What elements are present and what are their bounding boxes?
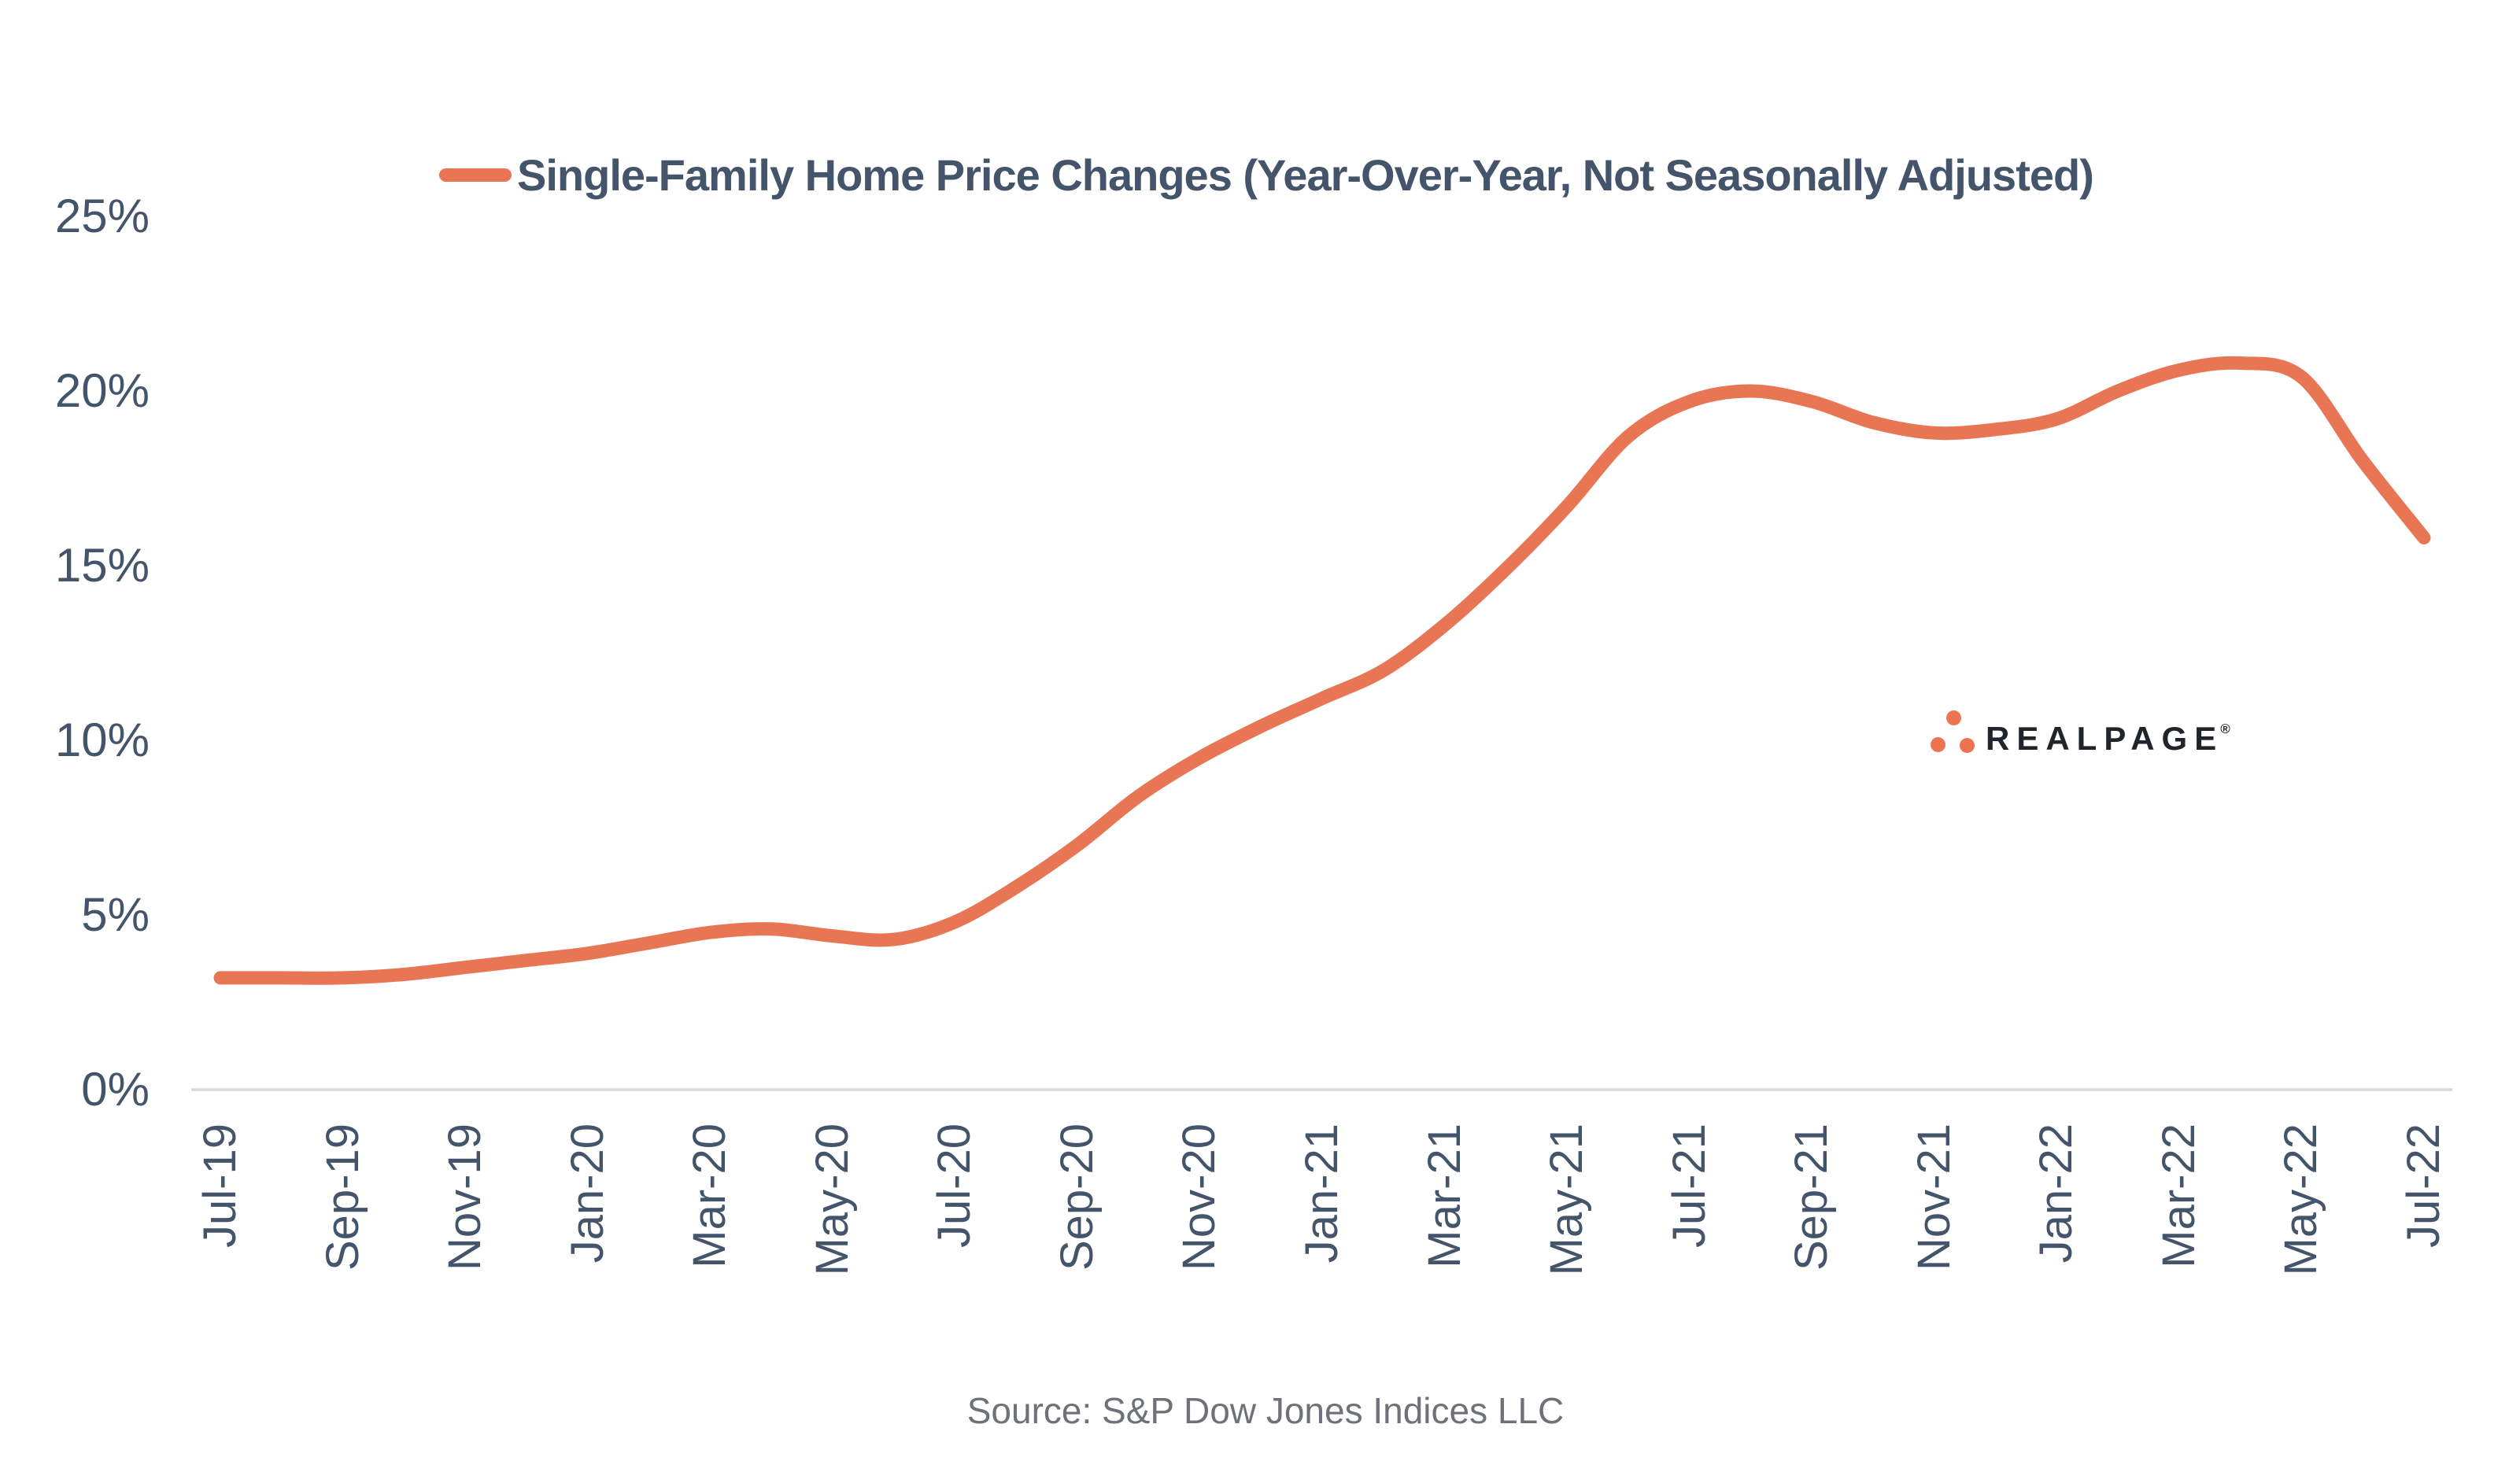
x-tick-label: Jan-20 [561, 1123, 613, 1264]
x-tick-label: Jul-20 [929, 1123, 981, 1248]
registered-trademark-icon: ® [2220, 721, 2230, 736]
y-tick-label: 0% [81, 1063, 150, 1116]
x-tick-label: Nov-21 [1908, 1123, 1960, 1271]
x-tick-label: May-22 [2275, 1123, 2327, 1276]
x-tick-label: May-20 [806, 1123, 858, 1276]
x-tick-label: Mar-22 [2152, 1123, 2204, 1268]
x-tick-label: Jan-22 [2030, 1123, 2082, 1264]
x-tick-label: Jan-21 [1296, 1123, 1347, 1264]
x-tick-label: Sep-20 [1051, 1123, 1103, 1271]
y-tick-label: 10% [54, 714, 150, 766]
x-tick-label: May-21 [1541, 1123, 1593, 1276]
logo-dot-icon [1946, 710, 1961, 725]
x-tick-label: Mar-21 [1418, 1123, 1470, 1268]
y-tick-label: 20% [54, 364, 150, 417]
logo-dot-icon [1960, 738, 1975, 753]
x-tick-label: Sep-19 [316, 1123, 368, 1271]
x-tick-label: Mar-20 [684, 1123, 736, 1268]
chart-legend: Single-Family Home Price Changes (Year-O… [439, 143, 2094, 206]
y-tick-label: 15% [54, 539, 150, 592]
y-tick-label: 5% [81, 888, 150, 941]
x-tick-label: Nov-19 [439, 1123, 491, 1271]
x-tick-label: Jul-22 [2398, 1123, 2449, 1248]
chart-title: Single-Family Home Price Changes (Year-O… [517, 149, 2094, 200]
logo-dot-icon [1931, 737, 1945, 752]
logo-wordmark-text: REALPAGE [1986, 720, 2224, 757]
realpage-logo: REALPAGE® [1931, 704, 2277, 775]
legend-line-marker-icon [439, 168, 512, 182]
series-line [213, 356, 2431, 985]
x-tick-label: Nov-20 [1173, 1123, 1225, 1271]
x-tick-label: Jul-19 [194, 1123, 246, 1248]
y-tick-label: 25% [54, 190, 150, 242]
logo-wordmark: REALPAGE® [1986, 714, 2234, 759]
x-tick-label: Sep-21 [1786, 1123, 1838, 1271]
source-note: Source: S&P Dow Jones Indices LLC [966, 1390, 1565, 1431]
x-tick-label: Jul-21 [1663, 1123, 1715, 1248]
